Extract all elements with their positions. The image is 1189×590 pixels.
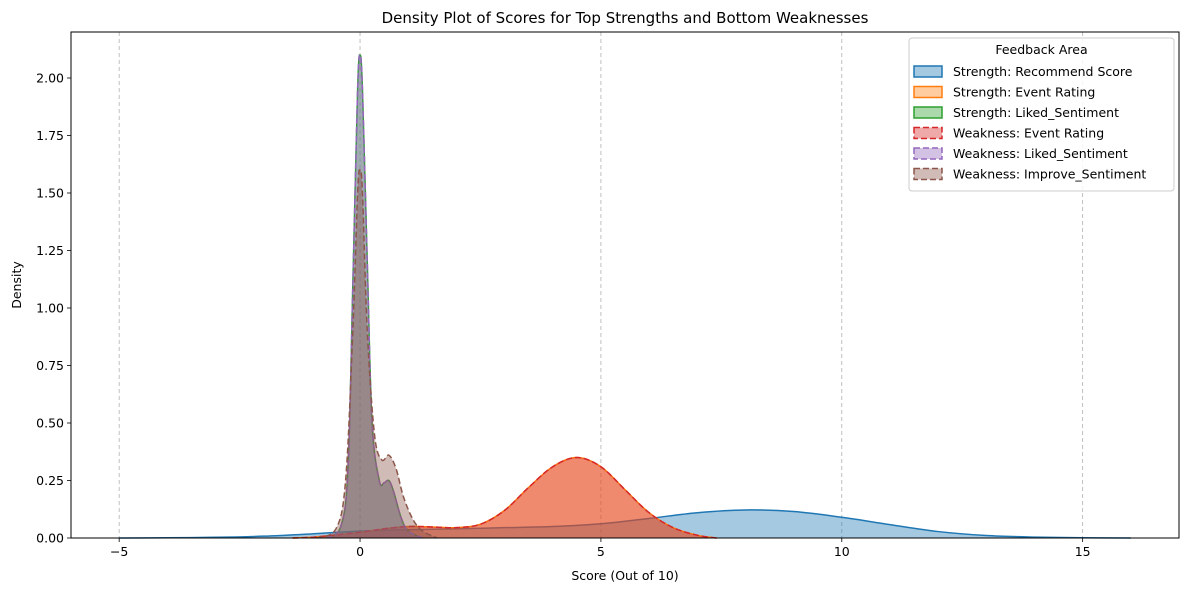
- legend-items: Strength: Recommend Score Strength: Event…: [913, 64, 1146, 182]
- legend-label-1: Strength: Event Rating: [953, 85, 1095, 100]
- y-tick-label-8: 2.00: [36, 71, 64, 86]
- y-tick-label-2: 0.50: [36, 416, 64, 431]
- series-line-5: [316, 169, 438, 539]
- legend-label-4: Weakness: Liked_Sentiment: [953, 146, 1128, 161]
- x-axis-label: Score (Out of 10): [571, 568, 678, 583]
- legend-swatch-0: [913, 65, 943, 78]
- x-ticks: −5 0 5 10 15: [110, 538, 1091, 559]
- y-axis-label: Density: [9, 261, 24, 309]
- legend-swatch-2: [913, 106, 943, 119]
- legend-swatch-4: [913, 147, 943, 160]
- legend-title: Feedback Area: [995, 42, 1087, 57]
- y-tick-label-5: 1.25: [36, 243, 64, 258]
- x-tick-label-3: 10: [834, 544, 850, 559]
- legend-swatch-1: [913, 85, 943, 99]
- chart-title: Density Plot of Scores for Top Strengths…: [382, 9, 869, 27]
- x-tick-label-2: 5: [597, 544, 605, 559]
- legend-label-0: Strength: Recommend Score: [953, 64, 1133, 79]
- series-line-0: [119, 509, 1131, 539]
- y-tick-label-1: 0.25: [36, 473, 64, 488]
- plot-frame: [70, 31, 1180, 539]
- series-area-3: [292, 457, 717, 538]
- legend-label-3: Weakness: Event Rating: [953, 126, 1104, 141]
- series-area-5: [316, 169, 438, 538]
- series-line-3: [292, 456, 717, 539]
- legend-box: [908, 37, 1175, 192]
- y-tick-label-7: 1.75: [36, 128, 64, 143]
- series-layer: [119, 54, 1131, 539]
- legend-swatch-3: [913, 126, 943, 140]
- x-tick-label-1: 0: [356, 544, 364, 559]
- series-area-1: [292, 457, 717, 538]
- y-tick-label-4: 1.00: [36, 301, 64, 316]
- legend-swatch-5: [913, 167, 943, 181]
- x-tick-label-4: 15: [1075, 544, 1091, 559]
- y-tick-label-3: 0.75: [36, 358, 64, 373]
- legend-label-5: Weakness: Improve_Sentiment: [953, 167, 1146, 182]
- series-line-4: [325, 54, 423, 539]
- y-tick-label-0: 0.00: [36, 531, 64, 546]
- legend: Feedback Area Strength: Recommend ScoreS…: [908, 37, 1175, 192]
- legend-label-2: Strength: Liked_Sentiment: [953, 105, 1119, 120]
- y-ticks: 0.00 0.25 0.50 0.75 1.00 1.25 1.50 1.75 2.00: [36, 71, 71, 546]
- x-tick-label-0: −5: [110, 544, 128, 559]
- y-tick-label-6: 1.50: [36, 186, 64, 201]
